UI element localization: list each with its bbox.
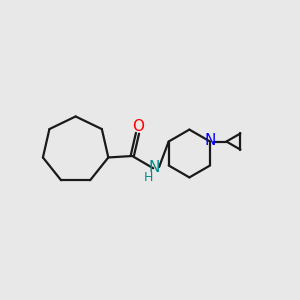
Text: N: N (204, 134, 216, 148)
Text: H: H (143, 170, 153, 184)
Text: O: O (132, 119, 144, 134)
Text: N: N (148, 160, 160, 175)
